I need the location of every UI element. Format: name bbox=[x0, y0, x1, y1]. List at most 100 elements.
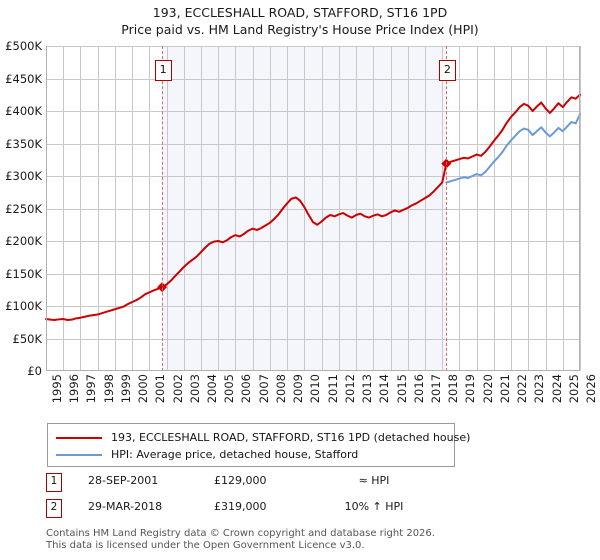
gridline-horizontal bbox=[46, 241, 580, 242]
sale-record-row[interactable]: 1 28-SEP-2001 £129,000 ≈ HPI bbox=[46, 472, 466, 498]
x-axis-tick-label: 2011 bbox=[325, 374, 340, 404]
gridline-vertical bbox=[390, 46, 392, 371]
gridline-vertical bbox=[338, 46, 340, 371]
series-line bbox=[445, 113, 581, 184]
x-axis-tick-label: 2019 bbox=[463, 374, 478, 404]
series-line bbox=[45, 93, 581, 321]
footer-line-2: This data is licensed under the Open Gov… bbox=[46, 540, 365, 551]
gridline-vertical bbox=[132, 46, 134, 371]
sale-row-index-badge: 1 bbox=[46, 473, 62, 492]
gridline-vertical bbox=[97, 46, 99, 371]
gridline-vertical bbox=[373, 46, 375, 371]
x-axis-tick-label: 2015 bbox=[394, 374, 409, 404]
legend-label: 193, ECCLESHALL ROAD, STAFFORD, ST16 1PD… bbox=[111, 431, 471, 444]
gridline-horizontal bbox=[46, 46, 580, 47]
y-axis-tick-label: £450K bbox=[5, 71, 42, 86]
chart-legend: 193, ECCLESHALL ROAD, STAFFORD, ST16 1PD… bbox=[47, 423, 470, 467]
x-axis-tick-label: 2014 bbox=[377, 374, 392, 404]
x-axis-tick-label: 1997 bbox=[84, 374, 99, 404]
x-axis-tick-label: 2016 bbox=[411, 374, 426, 404]
sale-row-hpi-comparison: ≈ HPI bbox=[358, 474, 390, 487]
x-axis-tick-label: 2021 bbox=[497, 374, 512, 404]
x-axis-tick-label: 2007 bbox=[256, 374, 271, 404]
gridline-vertical bbox=[424, 46, 426, 371]
x-axis: 1995 1996 1997 1998 1999 2000 2001 2002 2003 2004… bbox=[46, 374, 598, 418]
x-axis-tick-label: 2006 bbox=[239, 374, 254, 404]
sale-record-row[interactable]: 2 29-MAR-2018 £319,000 10% ↑ HPI bbox=[46, 498, 466, 524]
gridline-vertical bbox=[580, 46, 581, 371]
sales-table: 1 28-SEP-2001 £129,000 ≈ HPI 2 29-MAR-2018 £31… bbox=[46, 472, 466, 524]
price-series-svg bbox=[45, 93, 581, 321]
gridline-vertical bbox=[528, 46, 530, 371]
y-axis-tick-label: £200K bbox=[5, 234, 42, 248]
x-axis-tick-label: 1996 bbox=[67, 374, 82, 404]
y-axis: £0 £50K £100K £150K £200K £250K £300K £350K £400… bbox=[0, 39, 43, 378]
x-axis-tick-label: 2020 bbox=[480, 374, 495, 404]
legend-item: 193, ECCLESHALL ROAD, STAFFORD, ST16 1PD… bbox=[56, 429, 470, 446]
gridline-horizontal bbox=[46, 306, 580, 307]
gridline-vertical bbox=[562, 46, 564, 371]
footer-line-1: Contains HM Land Registry data © Crown c… bbox=[46, 528, 435, 539]
x-axis-tick-label: 2002 bbox=[170, 374, 185, 404]
chart-title-address: 193, ECCLESHALL ROAD, STAFFORD, ST16 1PD bbox=[152, 5, 448, 20]
y-axis-tick-label: £250K bbox=[5, 201, 42, 216]
x-axis-tick-label: 2025 bbox=[566, 374, 581, 404]
sale-row-date: 28-SEP-2001 bbox=[88, 474, 159, 487]
x-axis-tick-label: 2009 bbox=[291, 374, 306, 404]
x-axis-tick-label: 2000 bbox=[136, 374, 151, 404]
x-axis-tick-label: 2012 bbox=[342, 374, 357, 404]
y-axis-tick-label: £150K bbox=[5, 266, 42, 281]
gridline-vertical bbox=[356, 46, 358, 371]
gridline-horizontal bbox=[46, 78, 580, 80]
sale-row-price: £319,000 bbox=[214, 500, 267, 513]
sale-event-vertical-line bbox=[446, 46, 448, 371]
gridline-vertical bbox=[545, 46, 547, 371]
sale-marker-badge-2[interactable]: 2 bbox=[438, 60, 456, 81]
x-axis-tick-label: 2018 bbox=[446, 374, 461, 404]
y-axis-tick-label: £100K bbox=[5, 299, 42, 313]
y-axis-tick-label: £50K bbox=[12, 331, 43, 346]
sale-row-price: £129,000 bbox=[214, 474, 267, 487]
page-title: 193, ECCLESHALL ROAD, STAFFORD, ST16 1PD… bbox=[0, 4, 600, 38]
y-axis-tick-label: £350K bbox=[5, 136, 42, 151]
legend-color-swatch bbox=[56, 453, 102, 456]
gridline-vertical bbox=[269, 46, 271, 371]
sale-row-index-badge: 2 bbox=[46, 499, 62, 518]
gridline-vertical bbox=[235, 46, 237, 371]
gridline-vertical bbox=[321, 46, 323, 371]
gridline-vertical bbox=[149, 46, 151, 371]
gridline-vertical bbox=[80, 46, 82, 371]
x-axis-tick-label: 2023 bbox=[532, 374, 547, 404]
legend-color-swatch bbox=[56, 436, 102, 439]
y-axis-tick-label: £400K bbox=[5, 104, 42, 118]
legend-item: HPI: Average price, detached house, Staf… bbox=[56, 446, 358, 463]
x-axis-tick-label: 1995 bbox=[50, 374, 64, 404]
gridline-vertical bbox=[459, 46, 461, 371]
gridline-vertical bbox=[493, 46, 495, 371]
gridline-vertical bbox=[287, 46, 289, 371]
sale-marker-badge-1[interactable]: 1 bbox=[154, 60, 172, 81]
gridline-vertical bbox=[442, 46, 444, 371]
y-axis-tick-label: £500K bbox=[5, 39, 42, 53]
gridline-horizontal bbox=[46, 338, 580, 340]
x-axis-tick-label: 2003 bbox=[187, 374, 202, 404]
gridline-horizontal bbox=[46, 176, 580, 177]
gridline-horizontal bbox=[46, 111, 580, 112]
x-axis-tick-label: 2024 bbox=[549, 374, 564, 404]
x-axis-tick-label: 2010 bbox=[308, 374, 323, 404]
x-axis-tick-label: 1999 bbox=[118, 374, 133, 404]
gridline-vertical bbox=[511, 46, 513, 371]
gridline-vertical bbox=[201, 46, 203, 371]
gridline-vertical bbox=[218, 46, 220, 371]
gridline-horizontal bbox=[46, 273, 580, 275]
legend-label: HPI: Average price, detached house, Staf… bbox=[111, 448, 359, 461]
x-axis-tick-label: 2001 bbox=[153, 374, 168, 404]
gridline-vertical bbox=[476, 46, 478, 371]
x-axis-tick-label: 2017 bbox=[428, 374, 443, 404]
x-axis-tick-label: 2005 bbox=[222, 374, 237, 404]
x-axis-tick-label: 2026 bbox=[584, 374, 598, 404]
x-axis-tick-label: 2013 bbox=[360, 374, 375, 404]
sale-row-date: 29-MAR-2018 bbox=[88, 500, 163, 513]
gridline-vertical bbox=[183, 46, 185, 371]
